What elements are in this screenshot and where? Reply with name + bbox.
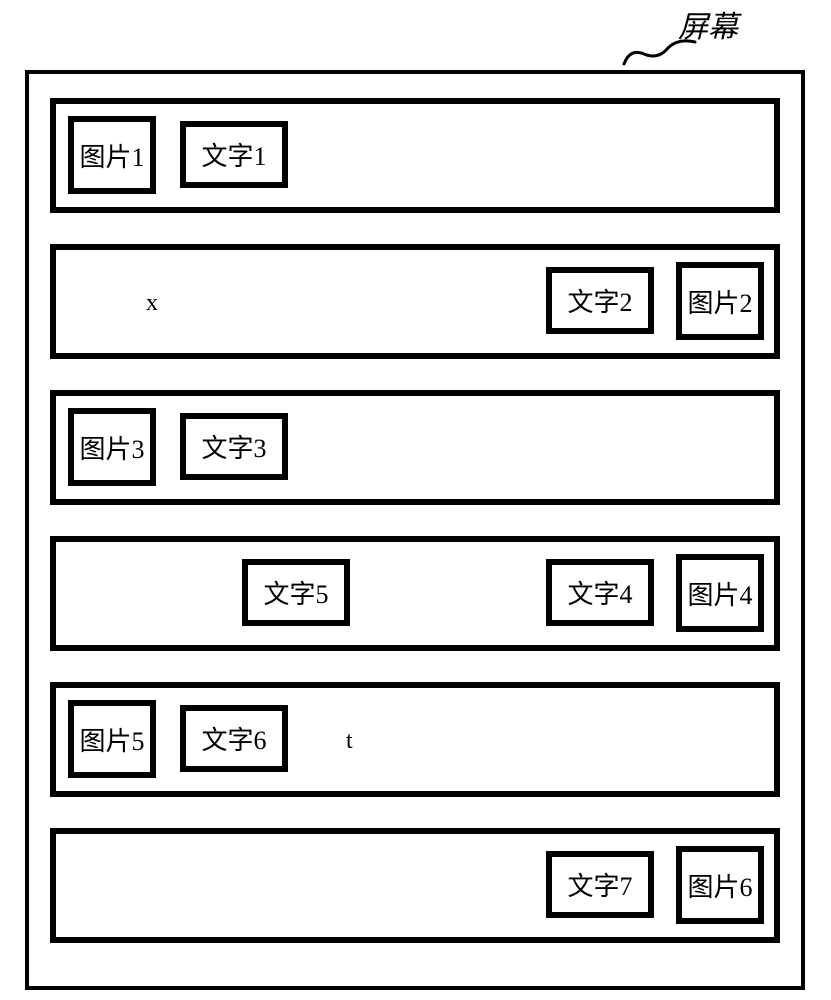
cell-6-1: 文字7 bbox=[546, 851, 654, 918]
cell-3-2: 文字3 bbox=[180, 413, 288, 480]
cell-1-2: 文字1 bbox=[180, 121, 288, 188]
row-5: 图片5 文字6 t bbox=[50, 682, 780, 797]
cell-4-1: 文字5 bbox=[242, 559, 350, 626]
row-4: 文字5 文字4 图片4 bbox=[50, 536, 780, 651]
cell-3-1: 图片3 bbox=[68, 408, 156, 486]
row-2: 文字2 图片2 x bbox=[50, 244, 780, 359]
loose-text-2-1: x bbox=[146, 290, 158, 317]
row-1: 图片1 文字1 bbox=[50, 98, 780, 213]
cell-1-1: 图片1 bbox=[68, 116, 156, 194]
cell-6-2: 图片6 bbox=[676, 846, 764, 924]
row-3: 图片3 文字3 bbox=[50, 390, 780, 505]
cell-4-2: 文字4 bbox=[546, 559, 654, 626]
cell-5-1: 图片5 bbox=[68, 700, 156, 778]
cell-2-1: 文字2 bbox=[546, 267, 654, 334]
loose-text-5-1: t bbox=[346, 728, 353, 755]
cell-5-2: 文字6 bbox=[180, 705, 288, 772]
cell-2-2: 图片2 bbox=[676, 262, 764, 340]
cell-4-3: 图片4 bbox=[676, 554, 764, 632]
row-6: 文字7 图片6 bbox=[50, 828, 780, 943]
